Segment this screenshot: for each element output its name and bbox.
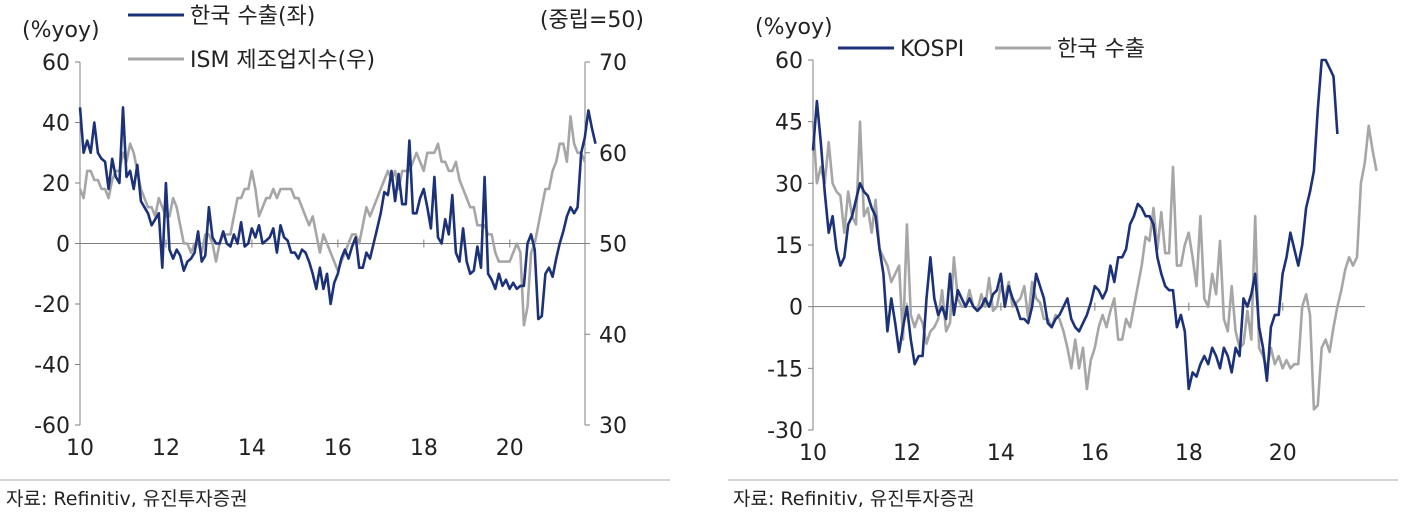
left-axis-unit: (%yoy) xyxy=(755,15,833,40)
y-tick-label: 60 xyxy=(775,49,803,74)
x-tick-label: 16 xyxy=(1081,441,1109,466)
y-tick-label: 0 xyxy=(789,296,803,321)
x-tick-label: 20 xyxy=(1269,441,1297,466)
y2-tick-label: 30 xyxy=(599,414,627,439)
left-axis-unit: (%yoy) xyxy=(22,18,100,43)
y-tick-label: 60 xyxy=(42,51,70,76)
x-tick-label: 18 xyxy=(1175,441,1203,466)
series-line-0 xyxy=(78,106,597,321)
x-tick-label: 16 xyxy=(324,436,352,461)
series-line-1 xyxy=(811,120,1378,411)
y2-tick-label: 40 xyxy=(599,323,627,348)
x-tick-label: 18 xyxy=(410,436,438,461)
y-tick-label: 0 xyxy=(56,233,70,258)
y-tick-label: 30 xyxy=(775,172,803,197)
x-tick-label: 12 xyxy=(152,436,180,461)
x-tick-label: 14 xyxy=(987,441,1015,466)
y-tick-label: 45 xyxy=(775,111,803,136)
y2-tick-label: 60 xyxy=(599,142,627,167)
y-tick-label: 15 xyxy=(775,234,803,259)
x-tick-label: 14 xyxy=(238,436,266,461)
series-line-0 xyxy=(811,58,1339,391)
y-tick-label: -30 xyxy=(767,419,803,444)
x-tick-label: 10 xyxy=(799,441,827,466)
legend-label: 한국 수출(좌) xyxy=(190,4,315,29)
legend-label: 한국 수출 xyxy=(1057,37,1145,62)
right-axis-unit: (중립=50) xyxy=(540,8,644,33)
legend-label: ISM 제조업지수(우) xyxy=(190,48,375,73)
y-tick-label: -60 xyxy=(34,414,70,439)
y-tick-label: 20 xyxy=(42,172,70,197)
y-tick-label: 40 xyxy=(42,112,70,137)
y-tick-label: -15 xyxy=(767,357,803,382)
x-tick-label: 10 xyxy=(66,436,94,461)
y-tick-label: -20 xyxy=(34,293,70,318)
source-note: 자료: Refinitiv, 유진투자증권 xyxy=(6,488,248,510)
y2-tick-label: 70 xyxy=(599,51,627,76)
y-tick-label: -40 xyxy=(34,354,70,379)
legend-label: KOSPI xyxy=(900,37,964,62)
x-tick-label: 20 xyxy=(496,436,524,461)
x-tick-label: 12 xyxy=(893,441,921,466)
y2-tick-label: 50 xyxy=(599,233,627,258)
source-note: 자료: Refinitiv, 유진투자증권 xyxy=(733,488,975,510)
